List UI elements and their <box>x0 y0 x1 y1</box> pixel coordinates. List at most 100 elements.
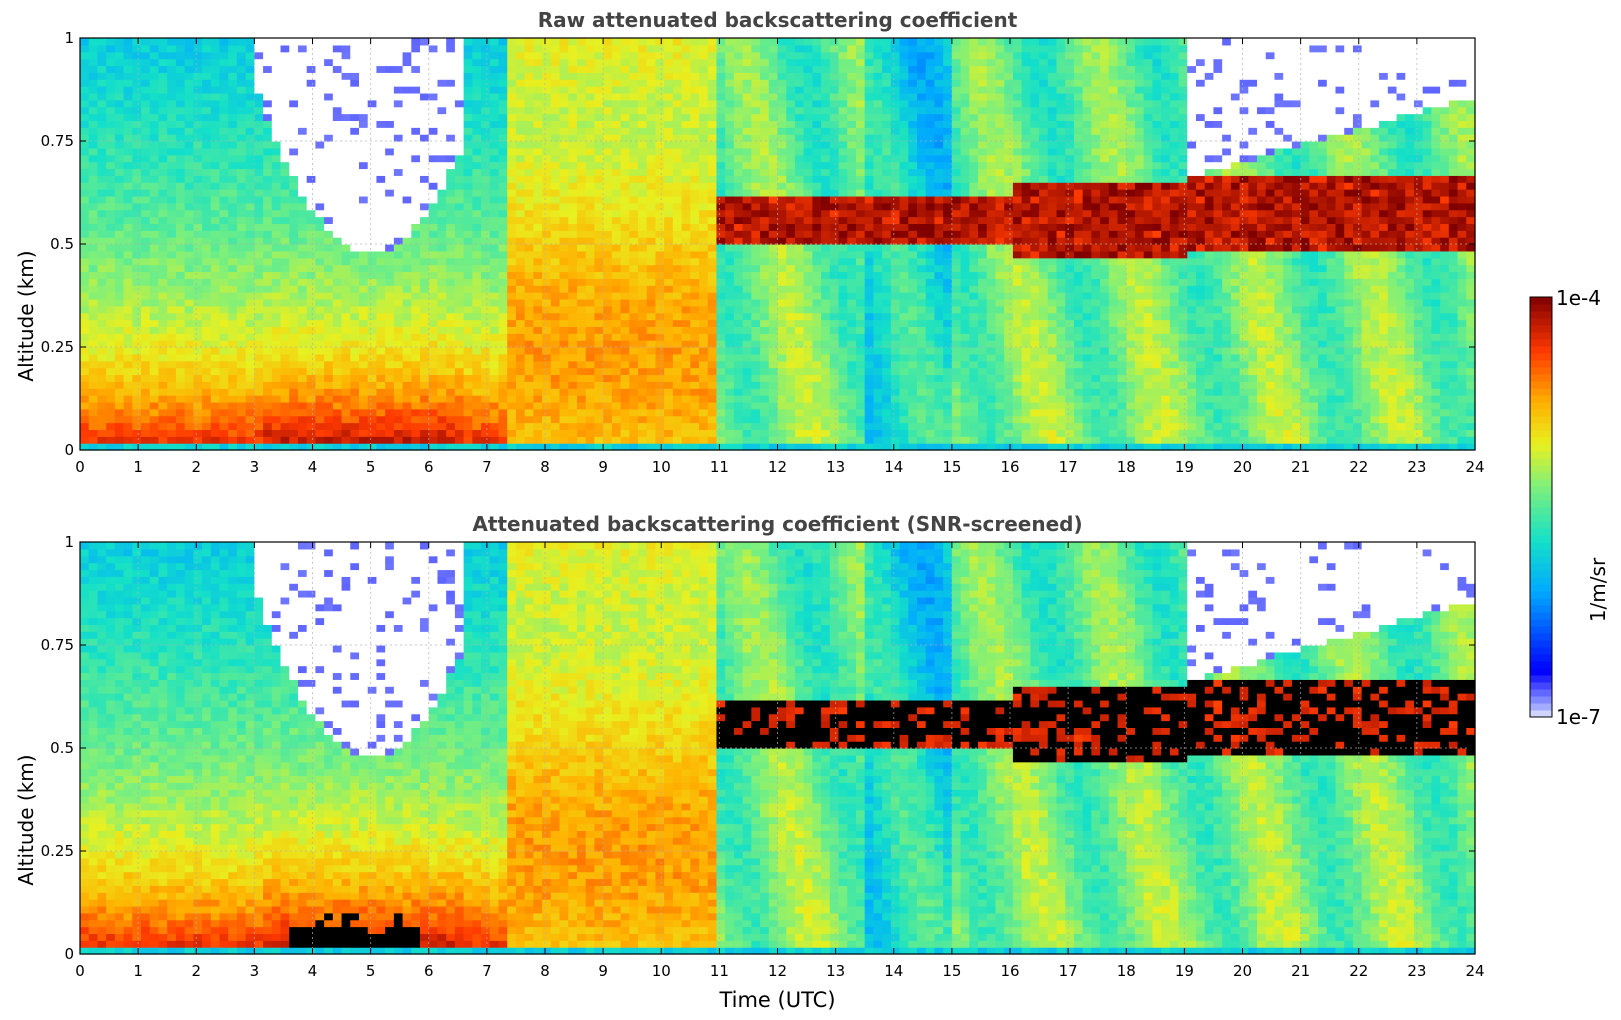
x-tick-label: 2 <box>191 458 201 476</box>
colorbar-segment <box>1530 332 1552 340</box>
x-tick-label: 19 <box>1175 962 1194 980</box>
y-tick-label: 0.25 <box>41 338 74 356</box>
colorbar-min-label: 1e-7 <box>1556 705 1601 729</box>
x-tick-label: 10 <box>652 962 671 980</box>
colorbar-segment <box>1530 626 1552 634</box>
x-tick-label: 9 <box>598 458 608 476</box>
x-tick-label: 20 <box>1233 962 1252 980</box>
colorbar-segment <box>1530 423 1552 431</box>
x-tick-label: 23 <box>1407 962 1426 980</box>
heatmap-cells <box>80 38 1476 451</box>
x-tick-label: 19 <box>1175 458 1194 476</box>
colorbar-segment <box>1530 570 1552 578</box>
x-tick-label: 22 <box>1349 962 1368 980</box>
x-tick-label: 17 <box>1059 458 1078 476</box>
colorbar-segment <box>1530 703 1552 711</box>
colorbar-segment <box>1530 549 1552 557</box>
colorbar-segment <box>1530 612 1552 620</box>
colorbar-segment <box>1530 360 1552 368</box>
colorbar-segment <box>1530 591 1552 599</box>
colorbar-segment <box>1530 584 1552 592</box>
bottom-chart-title: Attenuated backscattering coefficient (S… <box>472 512 1083 536</box>
colorbar-max-label: 1e-4 <box>1556 286 1601 310</box>
x-tick-label: 4 <box>308 962 318 980</box>
x-tick-label: 14 <box>884 962 903 980</box>
colorbar-segment <box>1530 647 1552 655</box>
colorbar-segment <box>1530 619 1552 627</box>
colorbar-segment <box>1530 661 1552 669</box>
y-tick-label: 0.25 <box>41 842 74 860</box>
colorbar-segment <box>1530 374 1552 382</box>
colorbar-segment <box>1530 451 1552 459</box>
colorbar-segment <box>1530 437 1552 445</box>
x-tick-label: 15 <box>942 962 961 980</box>
x-tick-label: 6 <box>424 458 434 476</box>
x-tick-label: 23 <box>1407 458 1426 476</box>
colorbar-segment <box>1530 367 1552 375</box>
x-tick-label: 12 <box>768 458 787 476</box>
colorbar-segment <box>1530 479 1552 487</box>
x-tick-label: 5 <box>366 962 376 980</box>
colorbar-segment <box>1530 388 1552 396</box>
y-tick-label: 0.5 <box>50 235 74 253</box>
x-tick-label: 1 <box>133 458 143 476</box>
y-tick-label: 1 <box>64 29 74 47</box>
colorbar-segment <box>1530 668 1552 676</box>
colorbar-segment <box>1530 710 1552 718</box>
colorbar-segment <box>1530 346 1552 354</box>
colorbar-segment <box>1530 500 1552 508</box>
grid-lines <box>80 38 1475 450</box>
x-tick-label: 3 <box>250 962 260 980</box>
top-heatmap-panel: 0 1 2 3 4 5 6 7 8 9 10 11 12 13 14 15 16 17 18 19 20 21 22 23 24… <box>41 29 1485 476</box>
colorbar-segment <box>1530 521 1552 529</box>
colorbar-segment <box>1530 416 1552 424</box>
x-tick-label: 24 <box>1465 458 1484 476</box>
colorbar-segment <box>1530 514 1552 522</box>
x-tick-label: 4 <box>308 458 318 476</box>
colorbar-segment <box>1530 395 1552 403</box>
x-tick-label: 1 <box>133 962 143 980</box>
colorbar-segment <box>1530 402 1552 410</box>
grid-lines <box>80 542 1475 954</box>
colorbar-segment <box>1530 353 1552 361</box>
x-tick-label: 21 <box>1291 458 1310 476</box>
colorbar-segment <box>1530 682 1552 690</box>
x-tick-label: 17 <box>1059 962 1078 980</box>
x-tick-label: 11 <box>710 962 729 980</box>
colorbar-segment <box>1530 675 1552 683</box>
x-tick-label: 5 <box>366 458 376 476</box>
x-tick-label: 16 <box>1000 962 1019 980</box>
x-tick-label: 10 <box>652 458 671 476</box>
colorbar-segment <box>1530 444 1552 452</box>
x-tick-label: 14 <box>884 458 903 476</box>
colorbar-segment <box>1530 472 1552 480</box>
y-tick-label: 0 <box>64 945 74 963</box>
colorbar-segment <box>1530 542 1552 550</box>
y-tick-label: 0.75 <box>41 132 74 150</box>
y-tick-label: 1 <box>64 533 74 551</box>
colorbar <box>1529 296 1553 718</box>
x-tick-label: 3 <box>250 458 260 476</box>
colorbar-segment <box>1530 409 1552 417</box>
x-tick-label: 12 <box>768 962 787 980</box>
colorbar-segment <box>1530 465 1552 473</box>
x-tick-label: 8 <box>540 962 550 980</box>
x-tick-label: 7 <box>482 458 492 476</box>
x-tick-label: 6 <box>424 962 434 980</box>
x-tick-label: 11 <box>710 458 729 476</box>
y-tick-label: 0.75 <box>41 636 74 654</box>
colorbar-segment <box>1530 654 1552 662</box>
x-tick-label: 21 <box>1291 962 1310 980</box>
x-tick-label: 16 <box>1000 458 1019 476</box>
colorbar-segment <box>1530 311 1552 319</box>
x-tick-label: 18 <box>1117 962 1136 980</box>
colorbar-segment <box>1530 577 1552 585</box>
colorbar-segment <box>1530 297 1552 305</box>
x-tick-label: 18 <box>1117 458 1136 476</box>
colorbar-segment <box>1530 696 1552 704</box>
colorbar-segment <box>1530 689 1552 697</box>
colorbar-segment <box>1530 605 1552 613</box>
x-tick-label: 0 <box>75 458 85 476</box>
x-tick-label: 8 <box>540 458 550 476</box>
